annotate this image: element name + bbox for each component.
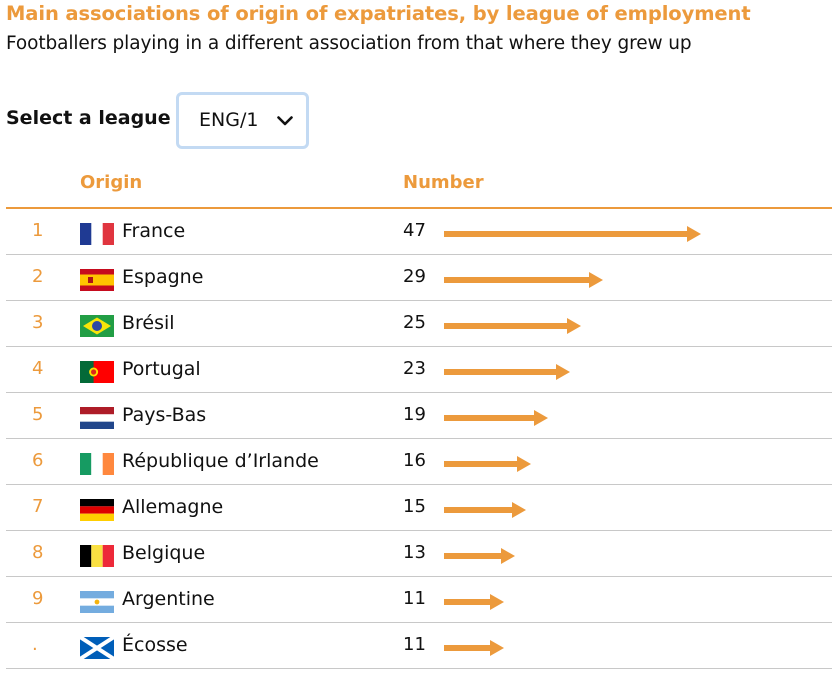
chart-subtitle: Footballers playing in a different assoc… [6,33,692,54]
table-row: . Écosse 11 [6,623,832,669]
rank-label: 2 [32,266,44,287]
country-label: Écosse [122,634,188,656]
value-label: 25 [403,312,426,333]
rank-label: . [32,634,38,655]
value-label: 19 [403,404,426,425]
rank-label: 4 [32,358,44,379]
header-divider [6,207,832,209]
flag-scotland-icon [80,637,114,659]
value-label: 16 [403,450,426,471]
table-row: 4 Portugal 23 [6,347,832,393]
rank-label: 3 [32,312,44,333]
flag-netherlands-icon [80,407,114,429]
flag-ireland-icon [80,453,114,475]
value-label: 13 [403,542,426,563]
bar-arrow [444,318,581,334]
country-label: Pays-Bas [122,404,207,426]
flag-argentina-icon [80,591,114,613]
country-label: France [122,220,186,242]
chevron-down-icon [277,116,293,126]
flag-belgium-icon [80,545,114,567]
league-select-value: ENG/1 [199,109,259,131]
value-label: 47 [403,220,426,241]
rank-label: 1 [32,220,44,241]
table-row: 9 Argentine 11 [6,577,832,623]
value-label: 29 [403,266,426,287]
number-column-header: Number [403,172,484,193]
flag-france-icon [80,223,114,245]
rank-label: 5 [32,404,44,425]
bar-arrow [444,364,570,380]
bar-arrow [444,548,515,564]
bar-arrow [444,456,531,472]
league-select-label: Select a league [6,107,171,129]
table-row: 6 République d’Irlande 16 [6,439,832,485]
country-label: Belgique [122,542,206,564]
value-label: 11 [403,634,426,655]
table-row: 3 Brésil 25 [6,301,832,347]
flag-portugal-icon [80,361,114,383]
flag-germany-icon [80,499,114,521]
country-label: Espagne [122,266,204,288]
chart-title: Main associations of origin of expatriat… [6,2,751,25]
country-label: Allemagne [122,496,224,518]
rank-label: 9 [32,588,44,609]
flag-brazil-icon [80,315,114,337]
country-label: Argentine [122,588,215,610]
table-row: 2 Espagne 29 [6,255,832,301]
bar-arrow [444,272,603,288]
table-row: 5 Pays-Bas 19 [6,393,832,439]
value-label: 23 [403,358,426,379]
rank-label: 8 [32,542,44,563]
origin-column-header: Origin [80,172,143,193]
bar-arrow [444,594,504,610]
bar-arrow [444,410,548,426]
country-label: Portugal [122,358,201,380]
value-label: 11 [403,588,426,609]
value-label: 15 [403,496,426,517]
rank-label: 6 [32,450,44,471]
league-select[interactable]: ENG/1 [176,92,309,149]
table-row: 1 France 47 [6,209,832,255]
bar-arrow [444,640,504,656]
table-row: 8 Belgique 13 [6,531,832,577]
country-label: République d’Irlande [122,450,319,472]
bar-arrow [444,226,701,242]
rank-label: 7 [32,496,44,517]
bar-arrow [444,502,526,518]
country-label: Brésil [122,312,175,334]
flag-spain-icon [80,269,114,291]
table-row: 7 Allemagne 15 [6,485,832,531]
